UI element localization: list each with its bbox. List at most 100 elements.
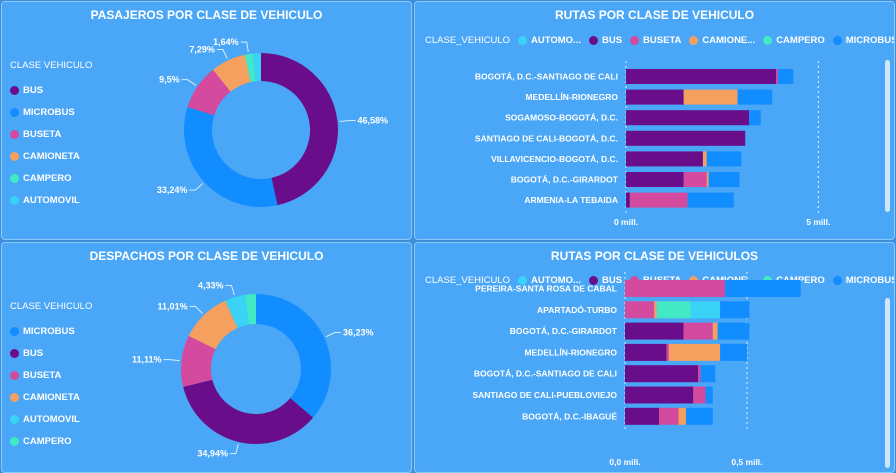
category-label: BOGOTÁ, D.C.-GIRARDOT xyxy=(511,175,619,185)
bar-segment-campero xyxy=(656,301,691,319)
leader-line xyxy=(225,285,235,296)
bar-segment-camioneta xyxy=(668,343,721,361)
legend-dot xyxy=(10,436,19,446)
legend-item[interactable]: CAMIONETA xyxy=(10,145,92,167)
bar-segment-automovil xyxy=(690,301,721,319)
legend-dot xyxy=(518,36,528,45)
legend-item[interactable]: BUS xyxy=(588,275,622,286)
leader-line xyxy=(189,305,203,314)
legend-label: BUSETA xyxy=(643,35,682,46)
leader-line xyxy=(181,79,197,86)
legend-dot xyxy=(10,195,19,205)
panel-pasajeros: PASAJEROS POR CLASE DE VEHICULO CLASE VE… xyxy=(1,1,412,240)
bar-segment-buseta xyxy=(776,69,778,84)
legend-item[interactable]: MICROBUS xyxy=(10,320,92,342)
legend-label: MICROBUS xyxy=(23,106,75,118)
legend-dot xyxy=(10,151,19,161)
legend-label: AUTOMOVIL xyxy=(23,194,80,206)
legend-label: CAMIONE... xyxy=(702,35,756,46)
legend: CLASE_VEHICULO AUTOMO... BUS BUSETA CAMIONE… xyxy=(425,35,894,46)
bar-segment-camioneta xyxy=(702,151,707,167)
bar-segment-bus xyxy=(626,69,776,84)
donut-slice-microbus xyxy=(183,107,278,207)
bar-segment-bus xyxy=(625,407,660,425)
legend-item[interactable]: AUTOMO... xyxy=(518,35,581,46)
panel-title: RUTAS POR CLASE DE VEHICULO xyxy=(554,8,755,22)
legend-item[interactable]: BUS xyxy=(10,79,92,101)
legend-dot xyxy=(10,326,19,336)
category-label: PEREIRA-SANTA ROSA DE CABAL xyxy=(475,284,617,294)
legend-label: BUS xyxy=(23,347,44,359)
category-label: APARTADÓ-TURBO xyxy=(537,304,617,315)
legend-item[interactable]: BUSETA xyxy=(630,35,681,46)
leader-line xyxy=(339,119,356,123)
category-label: BOGOTÁ, D.C.-SANTIAGO DE CALI xyxy=(474,369,617,379)
leader-line xyxy=(229,443,239,455)
bar-segment-bus xyxy=(625,322,684,340)
legend-label: BUSETA xyxy=(23,369,62,381)
panel-despachos: DESPACHOS POR CLASE DE VEHICULO CLASE VE… xyxy=(1,242,412,473)
bar-segment-buseta xyxy=(683,322,713,340)
x-tick-label: 0 mill. xyxy=(614,217,638,227)
slice-label: 36,23% xyxy=(343,328,374,338)
bar-segment-camioneta xyxy=(683,89,738,105)
legend-dot xyxy=(518,276,528,285)
donut-slice-buseta xyxy=(181,335,216,387)
legend-item[interactable]: MICROBUS xyxy=(832,35,894,46)
slice-label: 33,24% xyxy=(157,185,188,195)
donut-slice-camioneta xyxy=(188,300,238,350)
slice-label: 1,64% xyxy=(213,37,239,47)
scrollbar[interactable] xyxy=(885,298,890,468)
legend-item[interactable]: CAMPERO xyxy=(763,35,825,46)
bar-segment-camioneta xyxy=(712,322,718,340)
x-tick-label: 0,0 mill. xyxy=(609,457,640,467)
bar-segment-camioneta xyxy=(654,301,657,319)
donut-slice-automovil xyxy=(225,294,250,328)
legend-item[interactable]: AUTOMOVIL xyxy=(10,189,92,211)
legend-item[interactable]: CAMIONE... xyxy=(689,35,755,46)
scrollbar[interactable] xyxy=(885,60,890,212)
legend-dot xyxy=(10,173,19,183)
slice-label: 11,11% xyxy=(132,355,162,365)
panel-title: PASAJEROS POR CLASE DE VEHICULO xyxy=(90,8,323,22)
panel-title: DESPACHOS POR CLASE DE VEHICULO xyxy=(89,249,324,263)
legend-item[interactable]: CAMIONETA xyxy=(10,386,92,408)
category-label: SANTIAGO DE CALI-PUEBLOVIEJO xyxy=(472,390,617,400)
legend-dot xyxy=(10,414,19,424)
legend-dot xyxy=(10,348,19,358)
bar-segment-microbus xyxy=(737,89,773,105)
bar-chart: 0 mill. 5 mill. BOGOTÁ, D.C.-SANTIAGO DE C… xyxy=(475,61,830,227)
legend-item[interactable]: AUTOMO... xyxy=(518,275,581,286)
legend-item[interactable]: BUSETA xyxy=(10,364,92,386)
bar-segment-buseta xyxy=(625,301,655,319)
legend-item[interactable]: BUS xyxy=(10,342,92,364)
category-label: BOGOTÁ, D.C.-SANTIAGO DE CALI xyxy=(475,72,618,82)
legend-dot xyxy=(832,36,842,45)
legend-dot xyxy=(832,276,842,285)
donut-slice-buseta xyxy=(187,69,231,116)
legend-item[interactable]: CAMPERO xyxy=(10,430,92,452)
bar-segment-buseta xyxy=(693,386,706,404)
legend-item[interactable]: BUSETA xyxy=(10,123,92,145)
legend-label: AUTOMO... xyxy=(531,35,581,46)
panel-rutas-2: RUTAS POR CLASE DE VEHICULOS CLASE_VEHIC… xyxy=(414,242,895,473)
legend-title: CLASE_VEHICULO xyxy=(425,275,511,286)
panel-rutas: RUTAS POR CLASE DE VEHICULO CLASE_VEHICU… xyxy=(414,1,895,240)
legend-item[interactable]: CAMPERO xyxy=(10,167,92,189)
leader-line xyxy=(216,49,228,59)
legend-title: CLASE VEHICULO xyxy=(10,60,93,71)
leader-line xyxy=(325,332,341,338)
slice-label: 34,94% xyxy=(197,449,228,459)
legend-item[interactable]: MICROBUS xyxy=(10,101,92,123)
category-label: MEDELLÍN-RIONEGRO xyxy=(524,347,617,357)
legend-label: CAMPERO xyxy=(23,172,72,184)
bar-segment-microbus xyxy=(687,192,734,208)
bar-segment-bus xyxy=(626,110,750,126)
x-tick-label: 0,5 mill. xyxy=(731,457,762,467)
bar-segment-bus xyxy=(625,365,699,383)
legend-item[interactable]: BUS xyxy=(588,35,622,46)
legend-dot xyxy=(630,36,640,45)
legend-item[interactable]: AUTOMOVIL xyxy=(10,408,92,430)
leader-line xyxy=(240,41,249,53)
legend-item[interactable]: MICROBUS xyxy=(832,275,894,286)
